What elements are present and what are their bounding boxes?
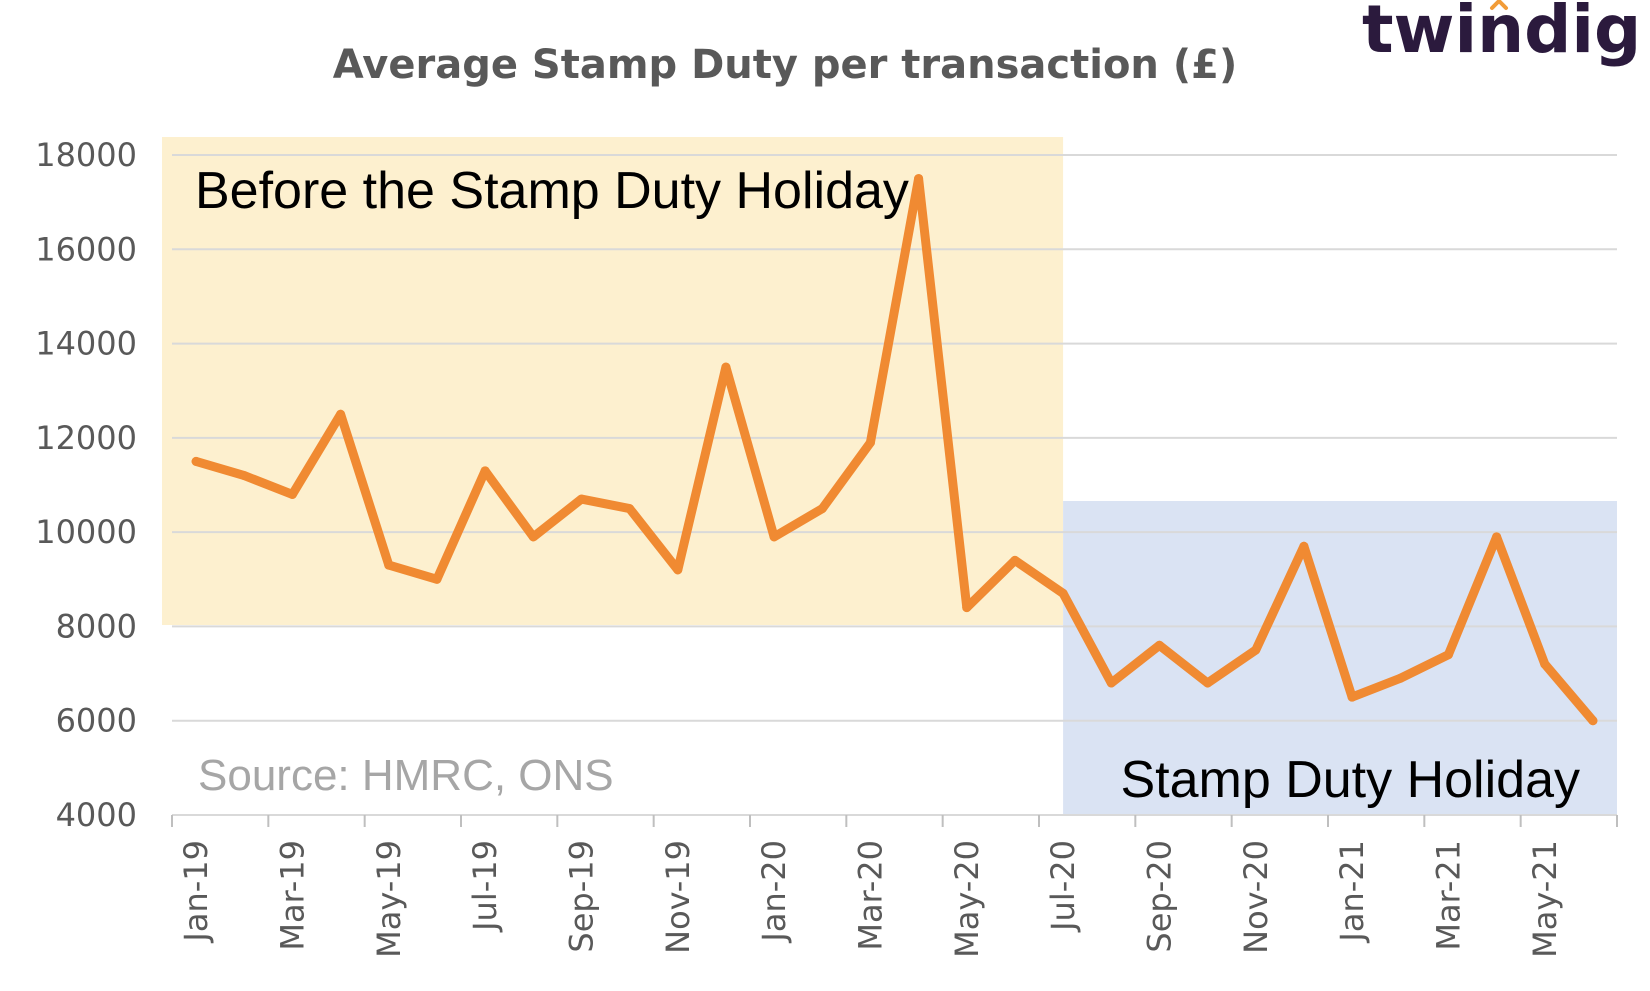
data-point [1203, 678, 1213, 688]
data-point [1540, 659, 1550, 669]
annotation-holiday: Stamp Duty Holiday [1120, 751, 1580, 809]
data-point [1058, 588, 1068, 598]
data-point [721, 362, 731, 372]
series-layer [191, 174, 1598, 726]
y-tick-label: 14000 [35, 325, 137, 363]
y-tick-label: 6000 [56, 702, 137, 740]
x-tick-label: Jul-20 [1044, 840, 1082, 933]
data-point [528, 532, 538, 542]
x-tick-label: Sep-20 [1140, 840, 1178, 953]
data-point [769, 532, 779, 542]
data-point [239, 471, 249, 481]
data-point [480, 466, 490, 476]
source-note: Source: HMRC, ONS [198, 751, 614, 800]
data-point [576, 494, 586, 504]
data-point [1395, 673, 1405, 683]
x-tick-label: May-19 [370, 840, 408, 958]
data-points [191, 174, 1598, 726]
x-axis: Jan-19 Mar-19 May-19 Jul-19 Sep-19 Nov-19 Jan-… [171, 814, 1618, 958]
annotation-before-holiday: Before the Stamp Duty Holiday [195, 162, 909, 220]
x-tick-label: Sep-19 [562, 840, 600, 953]
data-point [817, 504, 827, 514]
data-point [1251, 645, 1261, 655]
x-tick-label: Jan-20 [755, 840, 793, 944]
data-point [625, 504, 635, 514]
data-point [1154, 640, 1164, 650]
y-tick-label: 10000 [35, 513, 137, 551]
data-point [1492, 532, 1502, 542]
data-point [384, 560, 394, 570]
y-tick-label: 18000 [35, 136, 137, 174]
data-point [1299, 541, 1309, 551]
x-tick-label: May-20 [948, 840, 986, 958]
data-point [336, 409, 346, 419]
data-point [673, 565, 683, 575]
x-tick-label: Nov-19 [659, 840, 697, 954]
data-point [962, 603, 972, 613]
twindig-logo: twindig [1362, 0, 1641, 68]
data-point [1106, 678, 1116, 688]
data-point [1010, 555, 1020, 565]
data-point [1347, 692, 1357, 702]
region-backgrounds [162, 137, 1617, 815]
x-tick-label: Mar-20 [851, 840, 889, 951]
x-tick-label: Jul-19 [466, 840, 504, 933]
data-point [865, 438, 875, 448]
x-tick-label: Mar-19 [273, 840, 311, 951]
y-axis-ticks: 4000 6000 8000 10000 12000 14000 16000 18000 [35, 136, 137, 834]
data-point [191, 456, 201, 466]
x-tick-label: May-21 [1526, 840, 1564, 958]
data-point [432, 574, 442, 584]
y-tick-label: 16000 [35, 230, 137, 268]
chart-title: Average Stamp Duty per transaction (£) [333, 42, 1237, 88]
x-tick-label: Jan-19 [177, 840, 215, 944]
x-tick-label: Jan-21 [1333, 840, 1371, 944]
y-tick-label: 12000 [35, 419, 137, 457]
data-point [914, 174, 924, 184]
x-tick-label: Mar-21 [1429, 840, 1467, 951]
x-tick-label: Nov-20 [1237, 840, 1275, 954]
data-point [1588, 716, 1598, 726]
series-line [191, 174, 1598, 726]
data-point [287, 489, 297, 499]
y-tick-label: 8000 [56, 607, 137, 645]
y-tick-label: 4000 [56, 796, 137, 834]
logo-accent-mark [1490, 0, 1508, 10]
gridlines [172, 154, 1617, 722]
data-point [1443, 650, 1453, 660]
logo-text: twindig [1362, 0, 1641, 68]
